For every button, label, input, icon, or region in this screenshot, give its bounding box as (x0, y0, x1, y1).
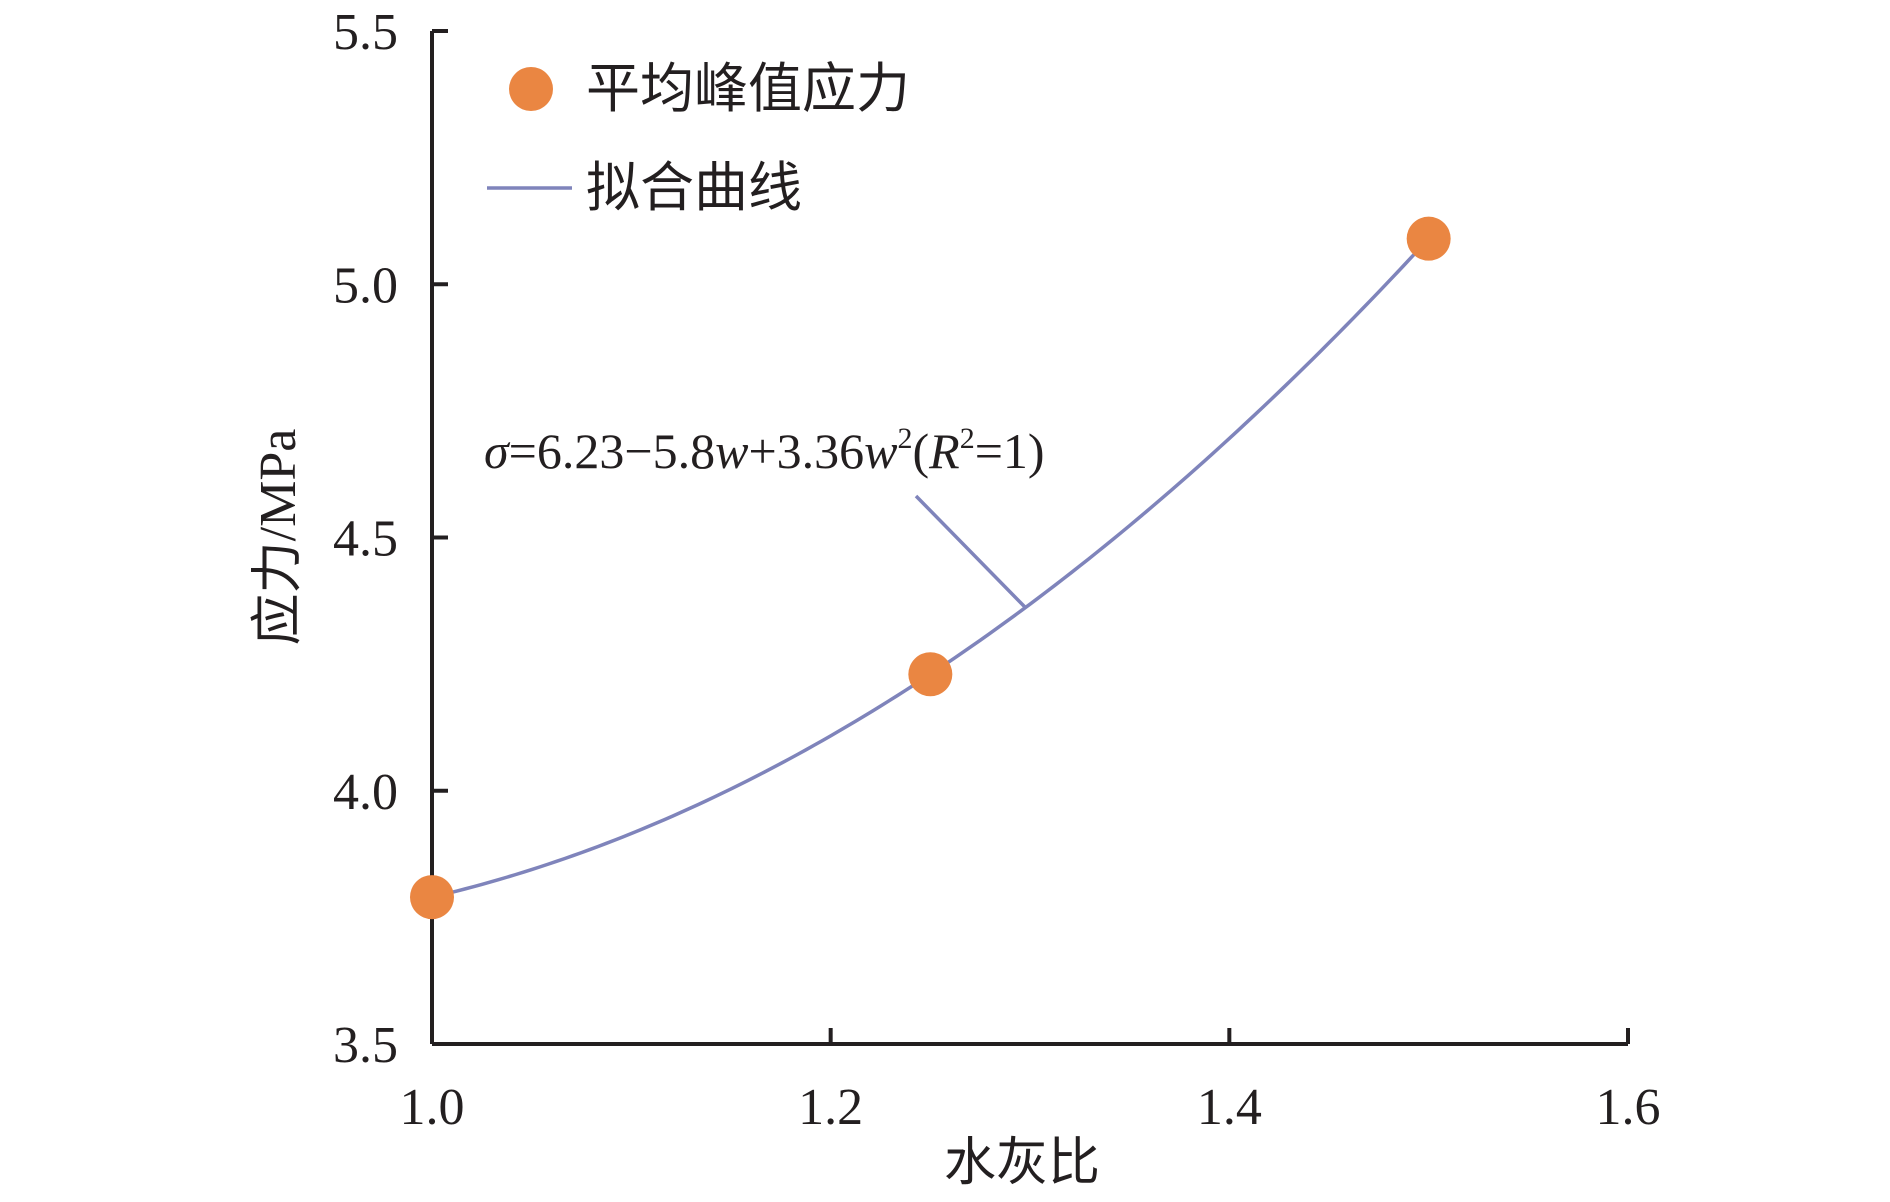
equation-part: σ (484, 423, 511, 479)
equation-part: w (864, 423, 897, 479)
data-point (908, 652, 953, 697)
annotation-leader-line (914, 494, 1028, 610)
x-tick-label: 1.2 (798, 1079, 863, 1136)
x-tick-label: 1.4 (1197, 1079, 1262, 1136)
ticks: 3.5 4.0 4.5 5.0 5.5 1.0 1.2 1.4 1.6 (333, 4, 1661, 1136)
equation-part: w (715, 423, 748, 479)
y-axis-title: 应力/MPa (250, 429, 307, 646)
y-tick-label: 3.5 (333, 1017, 398, 1074)
equation-part: ( (913, 423, 930, 479)
equation-part: +3.36 (748, 423, 864, 479)
y-tick-label: 4.0 (333, 764, 398, 821)
legend-label-fit: 拟合曲线 (586, 158, 802, 218)
y-tick-label: 4.5 (333, 511, 398, 568)
legend-label-points: 平均峰值应力 (586, 59, 910, 119)
equation-superscript: 2 (898, 422, 913, 455)
equation-part: =1) (975, 423, 1045, 479)
equation-superscript: 2 (960, 422, 975, 455)
data-point (410, 875, 454, 920)
equation-part: R (928, 423, 960, 479)
y-tick-label: 5.0 (333, 257, 398, 314)
y-tick-label: 5.5 (333, 4, 398, 61)
series (410, 216, 1451, 920)
axis-titles: 水灰比 应力/MPa (250, 429, 1100, 1192)
annotation: σ=6.23−5.8w+3.36w2(R2=1) (484, 422, 1045, 610)
data-point (1406, 216, 1451, 261)
x-tick-label: 1.6 (1596, 1079, 1661, 1136)
x-axis-title: 水灰比 (944, 1135, 1100, 1192)
equation-part: =6.23−5.8 (509, 423, 715, 479)
legend-marker-point (509, 67, 553, 111)
x-tick-label: 1.0 (400, 1079, 465, 1136)
fit-equation-label: σ=6.23−5.8w+3.36w2(R2=1) (484, 422, 1045, 479)
fit-curve-line (431, 237, 1430, 899)
